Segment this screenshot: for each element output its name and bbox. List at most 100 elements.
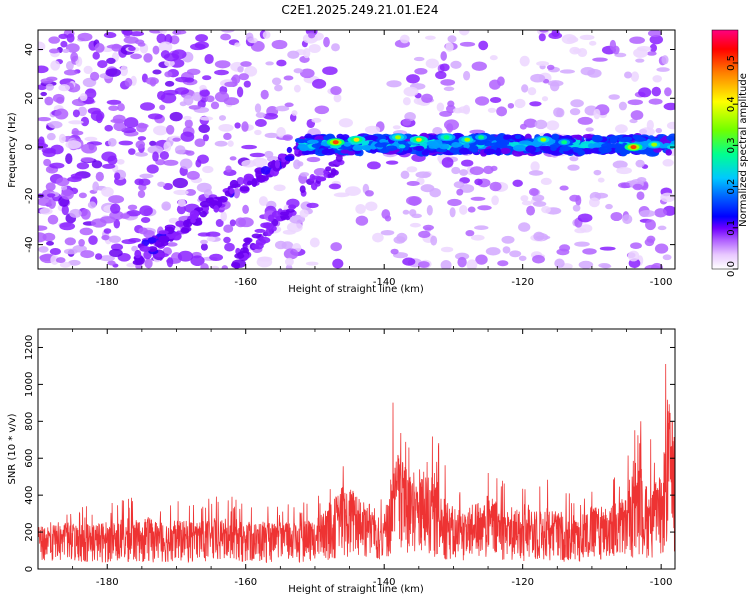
spectrogram-cell: [194, 138, 206, 147]
spectrogram-cell: [598, 146, 612, 154]
spectrogram-cell: [250, 40, 265, 52]
spectrogram-cell: [610, 211, 623, 222]
spectrogram-cell: [321, 148, 335, 156]
spectrogram-cell: [195, 217, 202, 223]
spectrogram-cell: [245, 175, 251, 181]
spectrogram-cell: [189, 210, 200, 219]
spectrogram-cell: [574, 241, 590, 247]
spectrogram-cell: [39, 207, 53, 215]
spectrogram-cell: [574, 134, 583, 140]
spectrogram-cell: [425, 58, 439, 69]
spectrogram-cell: [651, 86, 662, 97]
spectrogram-cell: [286, 221, 303, 233]
spectrogram-cell: [440, 51, 447, 61]
spectrogram-cell: [92, 181, 100, 192]
spectrogram-y-axis-title: Frequency (Hz): [7, 112, 18, 188]
spectrogram-cell: [477, 205, 492, 211]
spectrogram-cell: [108, 105, 119, 111]
spectrogram-cell: [197, 154, 209, 164]
spectrogram-cell: [632, 134, 641, 140]
spectrogram-cell: [283, 75, 294, 81]
spectrogram-cell: [622, 214, 633, 225]
spectrogram-cell: [72, 109, 80, 118]
colorbar-tick-label: 0.5: [726, 55, 737, 71]
spectrogram-cell: [183, 95, 194, 106]
spectrogram-cell: [646, 51, 657, 56]
spectrogram-cell: [166, 124, 175, 135]
spectrogram-y-tick-label: -20: [24, 188, 35, 204]
spectrogram-cell: [107, 260, 116, 266]
spectrogram-cell: [566, 36, 579, 43]
spectrogram-panel: -180 -160 -140 -120 -100 -40 -20 0 20 40 Height o…: [7, 29, 676, 295]
spectrogram-cell: [549, 81, 560, 92]
colorbar-tick-label: 0.2: [726, 179, 737, 195]
figure-title: C2E1.2025.249.21.01.E24: [281, 3, 438, 17]
spectrogram-cell: [293, 68, 303, 74]
spectrogram-cell: [184, 188, 197, 196]
spectrogram-cell: [58, 133, 66, 144]
spectrogram-cell: [490, 165, 498, 172]
spectrogram-cell: [254, 103, 262, 113]
spectrogram-cell: [332, 258, 344, 269]
spectrogram-cell: [535, 235, 551, 240]
spectrogram-cell: [128, 148, 136, 155]
spectrogram-cell: [312, 78, 327, 89]
snr-frame: [37, 328, 676, 570]
spectrogram-cell: [154, 252, 169, 258]
spectrogram-cell: [466, 259, 478, 269]
spectrogram-cell: [149, 30, 163, 34]
spectrogram-cell: [464, 137, 471, 142]
spectrogram-cell: [196, 182, 212, 193]
spectrogram-cell: [322, 66, 338, 76]
spectrogram-cell: [286, 146, 293, 154]
spectrogram-cell: [251, 178, 258, 188]
spectrogram-cell: [518, 255, 527, 261]
spectrogram-cell: [489, 181, 502, 192]
snr-x-tick-label: -120: [511, 577, 534, 588]
spectrogram-cell: [301, 150, 312, 156]
spectrogram-cell: [514, 98, 526, 109]
spectrogram-cell: [577, 47, 588, 58]
spectrogram-cell: [200, 243, 208, 251]
spectrogram-cell: [80, 208, 91, 220]
spectrogram-cell: [406, 196, 422, 206]
spectrogram-cell: [107, 137, 117, 147]
spectrogram-cell: [103, 32, 117, 39]
spectrogram-cell: [554, 258, 565, 269]
spectrogram-cell: [55, 177, 70, 187]
spectrogram-cell: [409, 209, 417, 217]
spectrogram-cell: [198, 124, 210, 134]
spectrogram-cell: [176, 204, 186, 215]
spectrogram-cell: [138, 184, 147, 191]
spectrogram-cell: [406, 166, 418, 173]
spectrogram-cell: [451, 141, 461, 148]
spectrogram-cell: [458, 106, 470, 114]
spectrogram-cell: [58, 33, 69, 40]
spectrogram-cell: [469, 129, 486, 135]
spectrogram-cell: [280, 216, 287, 221]
spectrogram-cell: [252, 157, 268, 168]
spectrogram-cell: [450, 60, 462, 69]
spectrogram-cell: [311, 143, 321, 148]
spectrogram-cell: [332, 140, 339, 145]
spectrogram-cell: [164, 71, 173, 78]
spectrogram-cell: [306, 202, 319, 209]
spectrogram-cell: [175, 220, 185, 227]
spectrogram-cell: [137, 42, 146, 47]
spectrogram-cell: [139, 173, 154, 179]
spectrogram-cell: [199, 210, 207, 218]
spectrogram-cell: [46, 241, 54, 246]
spectrogram-cell: [528, 188, 539, 196]
spectrogram-cell: [636, 191, 645, 200]
spectrogram-cell: [177, 250, 194, 262]
spectrogram-cell: [550, 145, 557, 152]
spectrogram-cell: [497, 260, 509, 267]
spectrogram-cell: [393, 236, 406, 244]
spectrogram-cell: [341, 134, 350, 140]
spectrogram-cell: [224, 242, 235, 252]
spectrogram-cell: [199, 89, 211, 97]
spectrogram-cell: [124, 117, 139, 129]
spectrogram-cell: [630, 242, 642, 249]
spectrogram-cell: [265, 61, 274, 66]
spectrogram-cell: [50, 60, 61, 71]
